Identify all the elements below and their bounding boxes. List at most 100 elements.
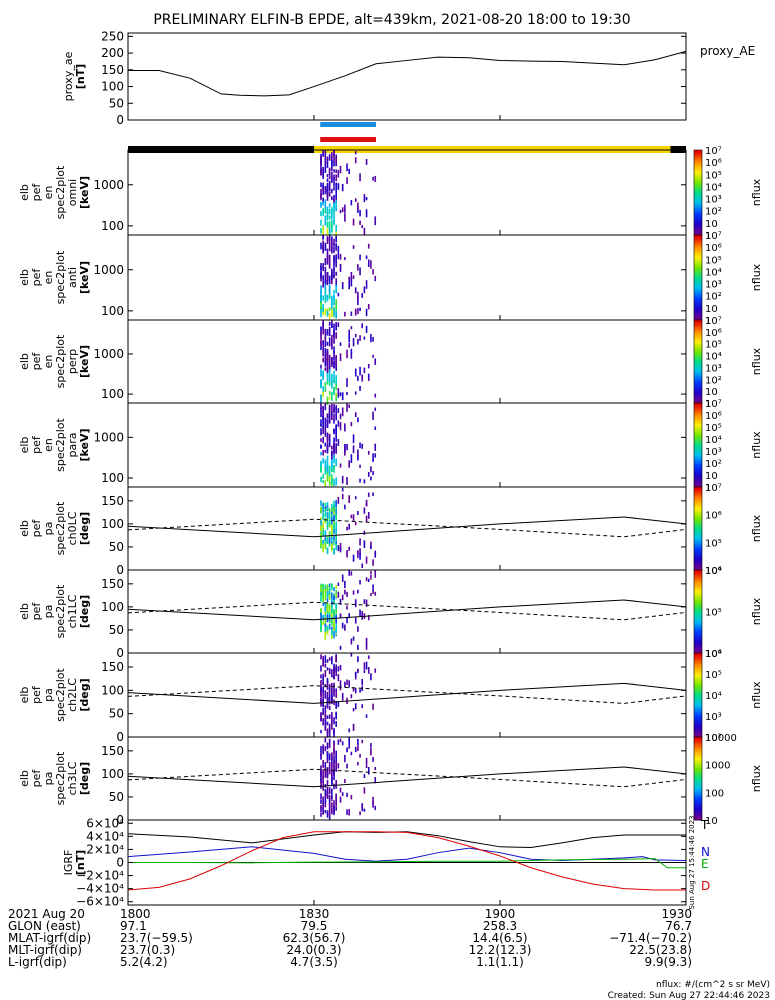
colorbar-swatch: [694, 150, 702, 153]
spectrum-cell: [322, 189, 324, 195]
spectrum-cell: [357, 417, 359, 423]
colorbar-swatch: [694, 353, 702, 356]
spectrum-cell: [328, 365, 331, 369]
spectrum-cell: [365, 661, 368, 670]
spectrum-cell: [372, 269, 374, 275]
colorbar-swatch: [694, 376, 702, 379]
spectrum-cell: [339, 253, 342, 260]
spectrum-cell: [320, 407, 322, 414]
spectrum-cell: [335, 721, 337, 727]
colorbar-swatch: [694, 699, 702, 702]
y-axis-label: elb: [18, 353, 31, 370]
y-axis-label: pef: [30, 602, 43, 621]
spectrum-cell: [326, 680, 329, 685]
spectrum-cell: [328, 588, 331, 595]
spectrum-cell: [326, 174, 329, 178]
y-axis-label: elb: [18, 520, 31, 537]
marker-red: [320, 137, 376, 142]
colorbar-swatch: [694, 713, 702, 717]
colorbar-tick-label: 10: [705, 816, 718, 827]
spectrum-cell: [320, 272, 322, 279]
colorbar-swatch: [694, 493, 702, 496]
colorbar-swatch: [694, 398, 702, 402]
anti-loss-cone-line: [127, 518, 687, 538]
spectrum-cell: [350, 514, 353, 519]
spectrum-cell: [322, 747, 324, 751]
spectrum-cell: [331, 464, 333, 473]
spectrum-cell: [374, 443, 377, 451]
spectrum-cell: [335, 380, 337, 387]
colorbar-swatch: [694, 160, 702, 164]
colorbar-swatch: [694, 455, 702, 459]
spectrum-cell: [324, 669, 327, 678]
colorbar-swatch: [694, 495, 702, 498]
spectrum-cell: [328, 191, 331, 197]
colorbar-swatch: [694, 230, 702, 234]
spectrum-cell: [354, 157, 357, 164]
colorbar-tick-label: 10⁵: [705, 423, 722, 434]
spectrum-cell: [331, 712, 333, 719]
colorbar-swatch: [694, 239, 702, 242]
spectrum-cell: [365, 556, 368, 564]
y-axis-label: elb: [18, 603, 31, 620]
spectrum-cell: [337, 496, 340, 504]
colorbar-swatch: [694, 709, 702, 713]
spectrum-cell: [339, 263, 342, 272]
colorbar-swatch: [694, 340, 702, 344]
spectrum-cell: [322, 320, 324, 326]
spectrum-cell: [359, 254, 361, 261]
colorbar-tick-label: 10²: [705, 207, 722, 218]
spectrum-cell: [361, 563, 364, 569]
spectrum-cell: [339, 645, 342, 650]
y-tick-label: 4×10⁴: [86, 829, 124, 843]
spectrum-cell: [370, 747, 372, 756]
spectrum-cell: [359, 464, 361, 468]
colorbar-swatch: [694, 545, 702, 548]
spectrum-cell: [333, 262, 335, 271]
colorbar-swatch: [694, 499, 702, 503]
spectrum-cell: [341, 475, 344, 483]
spectrum-cell: [331, 628, 333, 636]
spectrum-cell: [331, 721, 333, 730]
spectrum-cell: [326, 501, 329, 506]
y-axis-label: spec2plot: [54, 334, 67, 388]
colorbar-swatch: [694, 536, 702, 540]
spectrum-cell: [320, 680, 322, 687]
y-axis-label: [keV]: [78, 176, 91, 209]
spectrum-cell: [367, 243, 370, 249]
spectrum-cell: [348, 404, 351, 408]
colorbar-swatch: [694, 730, 702, 734]
colorbar-swatch: [694, 815, 702, 819]
x-tick-value: 23.7(0.3): [120, 943, 175, 957]
spectrum-cell: [335, 762, 337, 768]
spectrum-cell: [328, 406, 331, 415]
spectrum-cell: [348, 342, 351, 348]
spectrum-cell: [354, 521, 357, 526]
spectrum-cell: [320, 465, 322, 473]
spectrum-cell: [331, 795, 333, 799]
spectrum-cell: [320, 403, 322, 410]
spectrum-cell: [328, 796, 331, 804]
spectrum-cell: [322, 450, 324, 456]
y-tick-label: 150: [101, 494, 124, 508]
spectrum-cell: [322, 601, 324, 606]
spectrum-cell: [346, 605, 348, 610]
spectrum-cell: [335, 609, 337, 615]
spectrum-cell: [374, 668, 377, 673]
y-tick-label: 100: [101, 471, 124, 485]
y-axis-label: pef: [30, 769, 43, 788]
y-axis-label: spec2plot: [54, 250, 67, 304]
spectrum-cell: [324, 765, 327, 772]
spectrum-cell: [333, 209, 335, 219]
y-tick-label: −6×10⁴: [76, 895, 124, 909]
spectrum-cell: [337, 545, 340, 552]
colorbar-swatch: [694, 636, 702, 639]
spectrum-cell: [328, 714, 331, 719]
spectrum-cell: [359, 609, 361, 617]
spectrum-cell: [337, 674, 340, 682]
colorbar-swatch: [694, 409, 702, 412]
spectrum-cell: [335, 535, 337, 541]
colorbar-swatch: [694, 594, 702, 598]
